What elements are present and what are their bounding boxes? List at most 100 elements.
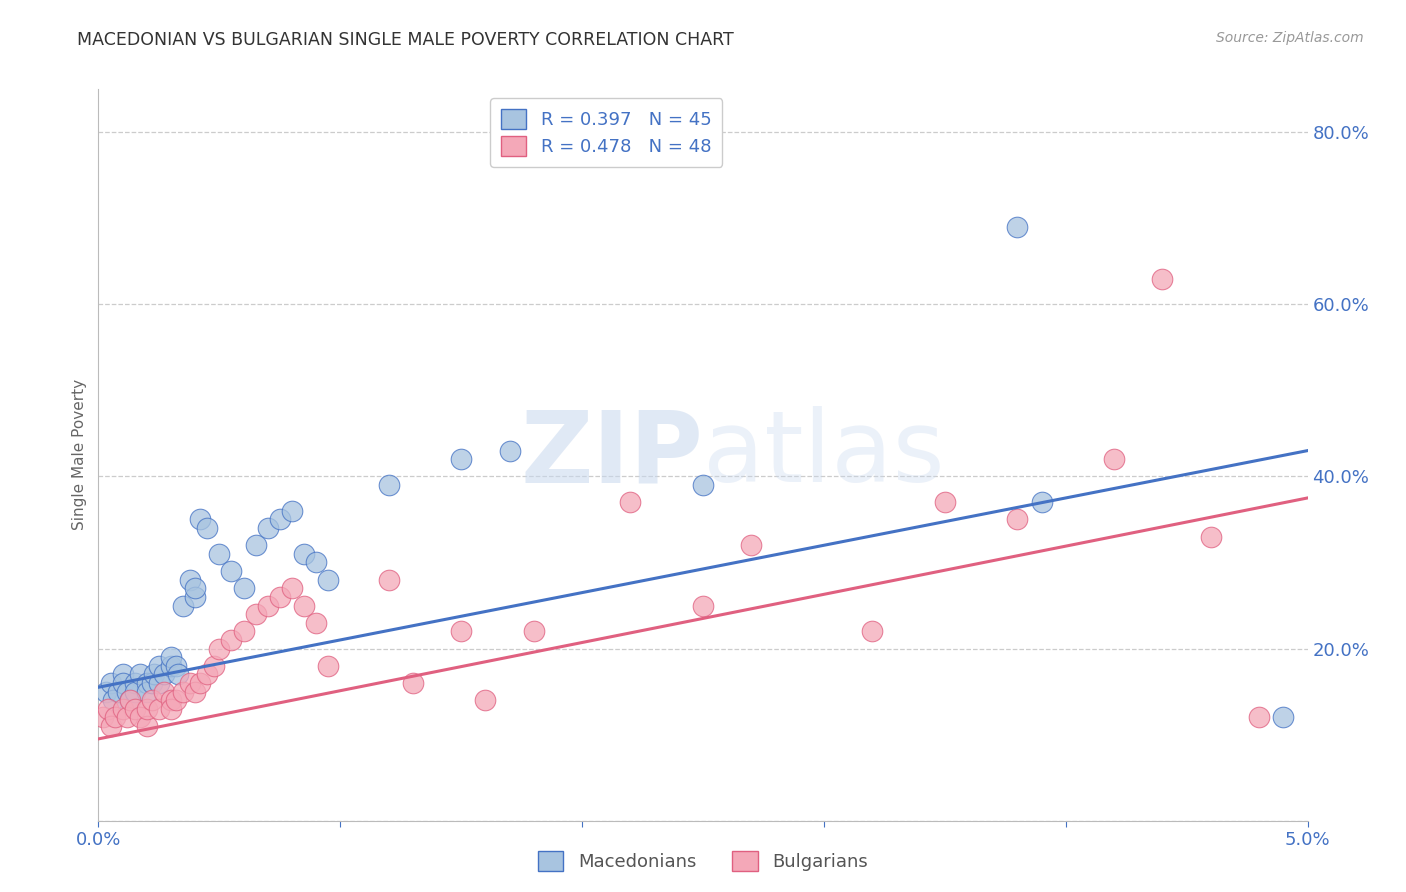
Point bbox=[934, 495, 956, 509]
Point bbox=[100, 676, 122, 690]
Point bbox=[1249, 710, 1271, 724]
Point bbox=[208, 547, 231, 561]
Point bbox=[165, 658, 187, 673]
Point bbox=[619, 495, 641, 509]
Point bbox=[1199, 530, 1222, 544]
Point bbox=[523, 624, 546, 639]
Text: Source: ZipAtlas.com: Source: ZipAtlas.com bbox=[1216, 31, 1364, 45]
Point bbox=[1272, 710, 1295, 724]
Point bbox=[179, 573, 201, 587]
Point bbox=[135, 676, 157, 690]
Point bbox=[111, 676, 134, 690]
Point bbox=[179, 676, 201, 690]
Point bbox=[692, 478, 714, 492]
Point bbox=[172, 599, 194, 613]
Point bbox=[160, 658, 183, 673]
Point bbox=[474, 693, 496, 707]
Point bbox=[221, 632, 243, 647]
Point bbox=[1031, 495, 1053, 509]
Point bbox=[107, 684, 129, 698]
Point bbox=[292, 599, 315, 613]
Point bbox=[148, 658, 170, 673]
Point bbox=[141, 693, 163, 707]
Point bbox=[97, 702, 120, 716]
Point bbox=[184, 684, 207, 698]
Point bbox=[184, 590, 207, 604]
Y-axis label: Single Male Poverty: Single Male Poverty bbox=[72, 379, 87, 531]
Point bbox=[160, 693, 183, 707]
Text: atlas: atlas bbox=[703, 407, 945, 503]
Point bbox=[256, 521, 278, 535]
Point bbox=[305, 615, 328, 630]
Point bbox=[269, 590, 291, 604]
Point bbox=[101, 693, 124, 707]
Point bbox=[135, 684, 157, 698]
Point bbox=[204, 658, 226, 673]
Point bbox=[143, 667, 166, 681]
Point bbox=[117, 710, 139, 724]
Point bbox=[281, 504, 304, 518]
Point bbox=[1102, 452, 1125, 467]
Point bbox=[316, 573, 339, 587]
Point bbox=[135, 702, 157, 716]
Point bbox=[91, 710, 114, 724]
Point bbox=[152, 684, 174, 698]
Point bbox=[141, 676, 163, 690]
Legend: R = 0.397   N = 45, R = 0.478   N = 48: R = 0.397 N = 45, R = 0.478 N = 48 bbox=[491, 98, 723, 167]
Point bbox=[195, 521, 218, 535]
Point bbox=[316, 658, 339, 673]
Point bbox=[111, 667, 134, 681]
Point bbox=[118, 693, 141, 707]
Point bbox=[1007, 512, 1029, 526]
Point bbox=[245, 538, 267, 552]
Point bbox=[1152, 271, 1174, 285]
Point bbox=[245, 607, 267, 621]
Point bbox=[135, 719, 157, 733]
Point bbox=[124, 702, 146, 716]
Point bbox=[94, 684, 117, 698]
Point bbox=[377, 478, 399, 492]
Point bbox=[148, 702, 170, 716]
Point bbox=[256, 599, 278, 613]
Point bbox=[160, 702, 183, 716]
Point bbox=[188, 512, 211, 526]
Point bbox=[692, 599, 714, 613]
Point bbox=[124, 676, 146, 690]
Point bbox=[195, 667, 218, 681]
Point bbox=[377, 573, 399, 587]
Point bbox=[184, 582, 207, 596]
Point bbox=[100, 719, 122, 733]
Point bbox=[128, 667, 150, 681]
Point bbox=[860, 624, 883, 639]
Point bbox=[1007, 219, 1029, 234]
Point bbox=[232, 582, 254, 596]
Point bbox=[281, 582, 304, 596]
Point bbox=[208, 641, 231, 656]
Point bbox=[269, 512, 291, 526]
Point bbox=[450, 624, 472, 639]
Point bbox=[221, 564, 243, 578]
Point bbox=[305, 556, 328, 570]
Point bbox=[188, 676, 211, 690]
Point bbox=[104, 710, 127, 724]
Point bbox=[118, 693, 141, 707]
Point bbox=[172, 684, 194, 698]
Point bbox=[128, 710, 150, 724]
Point bbox=[232, 624, 254, 639]
Legend: Macedonians, Bulgarians: Macedonians, Bulgarians bbox=[531, 844, 875, 879]
Point bbox=[148, 676, 170, 690]
Text: ZIP: ZIP bbox=[520, 407, 703, 503]
Point bbox=[740, 538, 762, 552]
Point bbox=[124, 684, 146, 698]
Point bbox=[111, 702, 134, 716]
Point bbox=[450, 452, 472, 467]
Text: MACEDONIAN VS BULGARIAN SINGLE MALE POVERTY CORRELATION CHART: MACEDONIAN VS BULGARIAN SINGLE MALE POVE… bbox=[77, 31, 734, 49]
Point bbox=[165, 693, 187, 707]
Point bbox=[160, 650, 183, 665]
Point bbox=[152, 667, 174, 681]
Point bbox=[292, 547, 315, 561]
Point bbox=[498, 443, 520, 458]
Point bbox=[167, 667, 190, 681]
Point bbox=[117, 684, 139, 698]
Point bbox=[402, 676, 425, 690]
